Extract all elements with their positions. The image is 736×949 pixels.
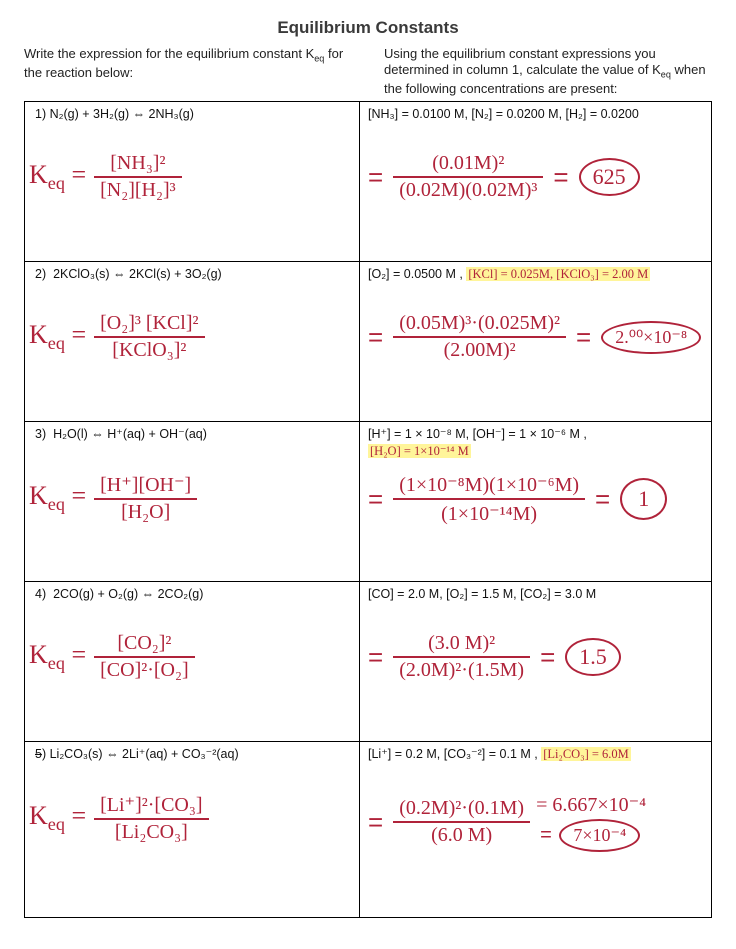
page-title: Equilibrium Constants (24, 18, 712, 38)
expression-fraction: [NH₃]² [N₂][H₂]³ (94, 152, 181, 202)
cell-calculation: [O₂] = 0.0500 M , [KCl] = 0.025M, [KClO₃… (360, 262, 711, 421)
cell-reaction: 1) N₂(g) + 3H₂(g) ⇔ 2NH₃(g) Keq = [NH₃]²… (25, 102, 360, 261)
expression-work: Keq = [NH₃]² [N₂][H₂]³ (29, 152, 355, 202)
reaction-text: 1) N₂(g) + 3H₂(g) ⇔ 2NH₃(g) (35, 106, 353, 138)
table-row: 5) Li₂CO₃(s) ⇔ 2Li⁺(aq) + CO₃⁻²(aq) Keq … (25, 742, 711, 917)
answer-circled: 2.⁰⁰×10⁻⁸ (601, 321, 701, 354)
header-left: Write the expression for the equilibrium… (24, 46, 354, 97)
cell-calculation: [NH₃] = 0.0100 M, [N₂] = 0.0200 M, [H₂] … (360, 102, 711, 261)
header-right: Using the equilibrium constant expressio… (384, 46, 712, 97)
table-row: 1) N₂(g) + 3H₂(g) ⇔ 2NH₃(g) Keq = [NH₃]²… (25, 102, 711, 262)
reaction-text: 2) 2KClO₃(s) ⇔ 2KCl(s) + 3O₂(g) (35, 266, 353, 298)
worksheet-table: 1) N₂(g) + 3H₂(g) ⇔ 2NH₃(g) Keq = [NH₃]²… (24, 101, 712, 918)
column-headers: Write the expression for the equilibrium… (24, 46, 712, 97)
table-row: 4) 2CO(g) + O₂(g) ⇔ 2CO₂(g) Keq = [CO₂]²… (25, 582, 711, 742)
cell-reaction: 2) 2KClO₃(s) ⇔ 2KCl(s) + 3O₂(g) Keq = [O… (25, 262, 360, 421)
answer-circled: 625 (579, 158, 640, 196)
handwritten-given: [KCl] = 0.025M, [KClO₃] = 2.00 M (466, 267, 650, 281)
keq-label: Keq = (29, 160, 86, 194)
answer-circled: 1.5 (565, 638, 621, 676)
calc-work: = (0.01M)² (0.02M)(0.02M)³ = 625 (364, 152, 707, 202)
table-row: 3) H₂O(l) ⇔ H⁺(aq) + OH⁻(aq) Keq = [H⁺][… (25, 422, 711, 582)
table-row: 2) 2KClO₃(s) ⇔ 2KCl(s) + 3O₂(g) Keq = [O… (25, 262, 711, 422)
answer-circled: 1 (620, 478, 667, 520)
answer-circled: 7×10⁻⁴ (559, 819, 640, 852)
given-text: [NH₃] = 0.0100 M, [N₂] = 0.0200 M, [H₂] … (368, 106, 705, 138)
answer-intermediate: = 6.667×10⁻⁴ (536, 792, 646, 817)
